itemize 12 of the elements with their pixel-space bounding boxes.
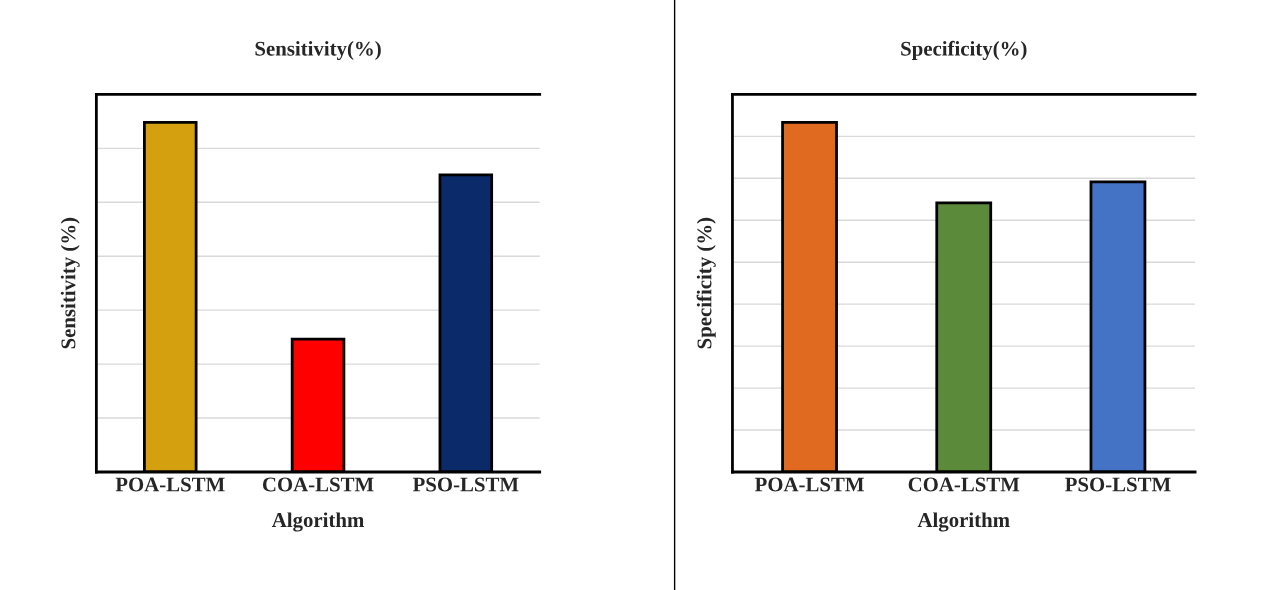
x-axis-title: Algorithm <box>271 512 364 532</box>
x-tick-label: POA-LSTM <box>754 477 864 492</box>
y-axis-title: Sensitivity (%) <box>60 217 80 349</box>
x-tick-label: COA-LSTM <box>262 477 374 492</box>
x-axis-title: Algorithm <box>917 512 1010 532</box>
x-tick-label: COA-LSTM <box>908 477 1020 492</box>
x-tick-label: POA-LSTM <box>115 477 225 492</box>
chart-title: Specificity(%) <box>901 40 1027 61</box>
chart-title: Sensitivity(%) <box>255 41 381 61</box>
x-tick-label: PSO-LSTM <box>412 477 519 492</box>
x-tick-label: PSO-LSTM <box>1065 477 1171 492</box>
y-axis-title: Specificity (%) <box>696 217 716 349</box>
